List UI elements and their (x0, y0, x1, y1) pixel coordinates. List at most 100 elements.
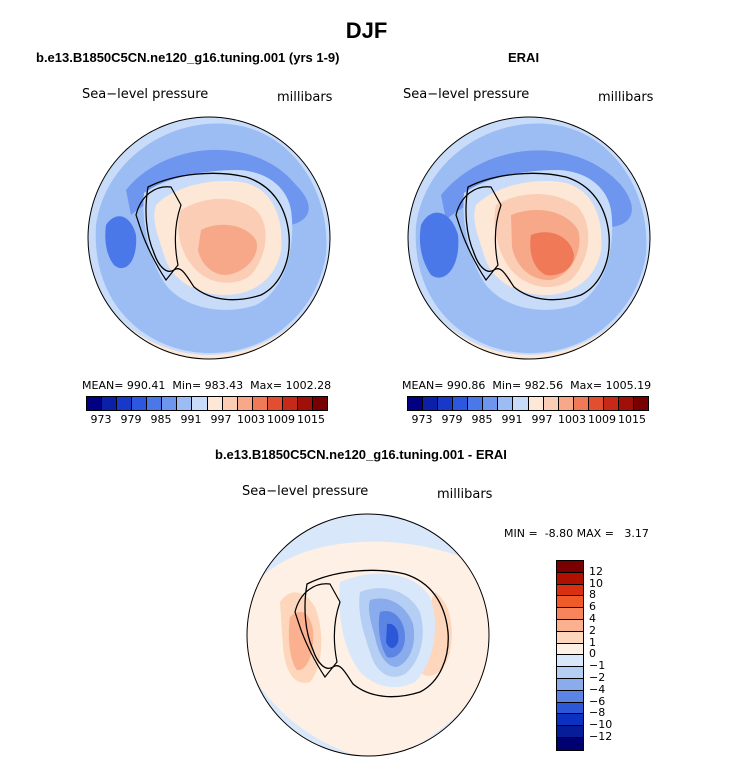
model-colorbar-swatch (177, 397, 193, 410)
diff-field-label: Sea−level pressure (242, 484, 369, 499)
obs-colorbar-tick-label: 997 (531, 413, 553, 426)
model-colorbar-tick-label: 997 (210, 413, 232, 426)
obs-max-value: 1005.19 (605, 379, 652, 392)
diff-units-label: millibars (437, 487, 493, 502)
obs-colorbar-swatch (483, 397, 499, 410)
diff-colorbar-tick-label: 4 (589, 612, 596, 625)
diff-polar-map (246, 513, 490, 757)
model-colorbar-tick-label: 985 (150, 413, 172, 426)
diff-max-value: 3.17 (624, 527, 649, 540)
model-colorbar-swatch (192, 397, 208, 410)
diff-colorbar-tick-label: 6 (589, 600, 596, 614)
diff-colorbar-swatch (557, 596, 583, 609)
diff-colorbar-tick-label: −12 (589, 730, 613, 743)
model-colorbar-swatch (282, 397, 298, 410)
obs-polar-map (407, 116, 651, 360)
obs-colorbar-tick-label: 991 (501, 413, 523, 426)
figure-title: DJF (345, 18, 388, 43)
diff-colorbar-swatch (557, 631, 583, 644)
obs-colorbar-labels: 973 979 985 991 997 1003 1009 1015 (407, 413, 647, 427)
diff-colorbar-swatch (557, 608, 583, 620)
diff-colorbar-swatch (557, 690, 583, 703)
obs-colorbar-swatch (618, 397, 634, 410)
diff-colorbar-swatch (557, 702, 583, 715)
model-colorbar-swatch (312, 397, 327, 410)
diff-colorbar-swatch (557, 678, 583, 691)
obs-min-label: Min= (492, 379, 522, 392)
model-colorbar-swatch (132, 397, 148, 410)
diff-colorbar-tick-label: 2 (589, 623, 596, 637)
model-colorbar-swatch (87, 397, 103, 410)
diff-stats: MIN = -8.80 MAX = 3.17 (504, 527, 649, 540)
model-colorbar-swatch (162, 397, 178, 410)
diff-colorbar-tick-label: −10 (589, 718, 613, 732)
model-colorbar-swatch (297, 397, 313, 410)
obs-colorbar-swatch (558, 397, 574, 410)
model-field-label: Sea−level pressure (82, 87, 209, 102)
diff-max-label: MAX = (576, 527, 614, 540)
model-colorbar-tick-label: 1003 (237, 413, 265, 426)
diff-colorbar-tick-label: 10 (589, 576, 603, 590)
obs-mean-value: 990.86 (446, 379, 486, 392)
diff-colorbar-swatch (557, 572, 583, 585)
model-colorbar-swatch (102, 397, 118, 410)
obs-colorbar-tick-label: 985 (471, 413, 493, 426)
obs-colorbar-swatch (408, 397, 424, 410)
obs-colorbar-swatch (513, 397, 529, 410)
diff-panel-title: b.e13.B1850C5CN.ne120_g16.tuning.001 - E… (215, 447, 507, 462)
model-colorbar (86, 396, 328, 411)
model-colorbar-swatch (267, 397, 283, 410)
obs-colorbar-tick-label: 973 (411, 413, 433, 426)
diff-colorbar-tick-label: −1 (589, 659, 606, 673)
model-mean-label: MEAN= (82, 379, 124, 392)
obs-colorbar-swatch (438, 397, 454, 410)
model-max-label: Max= (250, 379, 283, 392)
diff-colorbar-tick-label: 8 (589, 588, 596, 602)
obs-colorbar-swatch (423, 397, 439, 410)
model-colorbar-tick-label: 1009 (267, 413, 295, 426)
model-colorbar-swatch (252, 397, 268, 410)
obs-colorbar-tick-label: 1015 (618, 413, 646, 426)
obs-units-label: millibars (598, 90, 654, 105)
diff-colorbar-swatch (557, 737, 583, 750)
diff-colorbar-tick-label: −2 (589, 671, 606, 684)
diff-colorbar-tick-label: −6 (589, 694, 606, 708)
obs-colorbar-tick-label: 979 (441, 413, 463, 426)
diff-colorbar-tick-label: 0 (589, 647, 596, 661)
model-colorbar-tick-label: 979 (120, 413, 142, 426)
diff-colorbar-swatch (557, 667, 583, 679)
model-colorbar-swatch (207, 397, 223, 410)
model-colorbar-swatch (222, 397, 238, 410)
diff-colorbar-tick-label: 1 (589, 635, 596, 649)
diff-colorbar-tick-label: 12 (589, 564, 603, 578)
diff-colorbar-swatch (557, 584, 583, 597)
diff-colorbar-swatch (557, 619, 583, 632)
diff-min-value: -8.80 (544, 527, 574, 540)
model-colorbar-labels: 973 979 985 991 997 1003 1009 1015 (86, 413, 326, 427)
obs-colorbar-swatch (633, 397, 648, 410)
model-mean-value: 990.41 (126, 379, 166, 392)
model-colorbar-swatch (237, 397, 253, 410)
obs-colorbar-swatch (453, 397, 469, 410)
diff-min-label: MIN = (504, 527, 538, 540)
model-colorbar-swatch (117, 397, 133, 410)
diff-colorbar-swatch (557, 714, 583, 727)
diff-colorbar-swatch (557, 726, 583, 738)
obs-colorbar-swatch (543, 397, 559, 410)
obs-colorbar-tick-label: 1009 (588, 413, 616, 426)
diff-colorbar-swatch (557, 655, 583, 668)
obs-colorbar (407, 396, 649, 411)
obs-colorbar-swatch (498, 397, 514, 410)
obs-min-value: 982.56 (524, 379, 564, 392)
obs-stats: MEAN= 990.86 Min= 982.56 Max= 1005.19 (402, 379, 651, 392)
model-min-label: Min= (172, 379, 202, 392)
diff-colorbar-labels: 12 10 8 6 4 2 1 0 −1 −2 −4 −6 −8 −10 −12 (589, 560, 629, 752)
model-min-value: 983.43 (204, 379, 244, 392)
obs-mean-label: MEAN= (402, 379, 444, 392)
obs-colorbar-swatch (588, 397, 604, 410)
diff-colorbar-swatch (557, 643, 583, 656)
diff-colorbar-tick-label: −4 (589, 682, 606, 696)
model-colorbar-swatch (147, 397, 163, 410)
model-colorbar-tick-label: 973 (90, 413, 112, 426)
obs-colorbar-swatch (468, 397, 484, 410)
